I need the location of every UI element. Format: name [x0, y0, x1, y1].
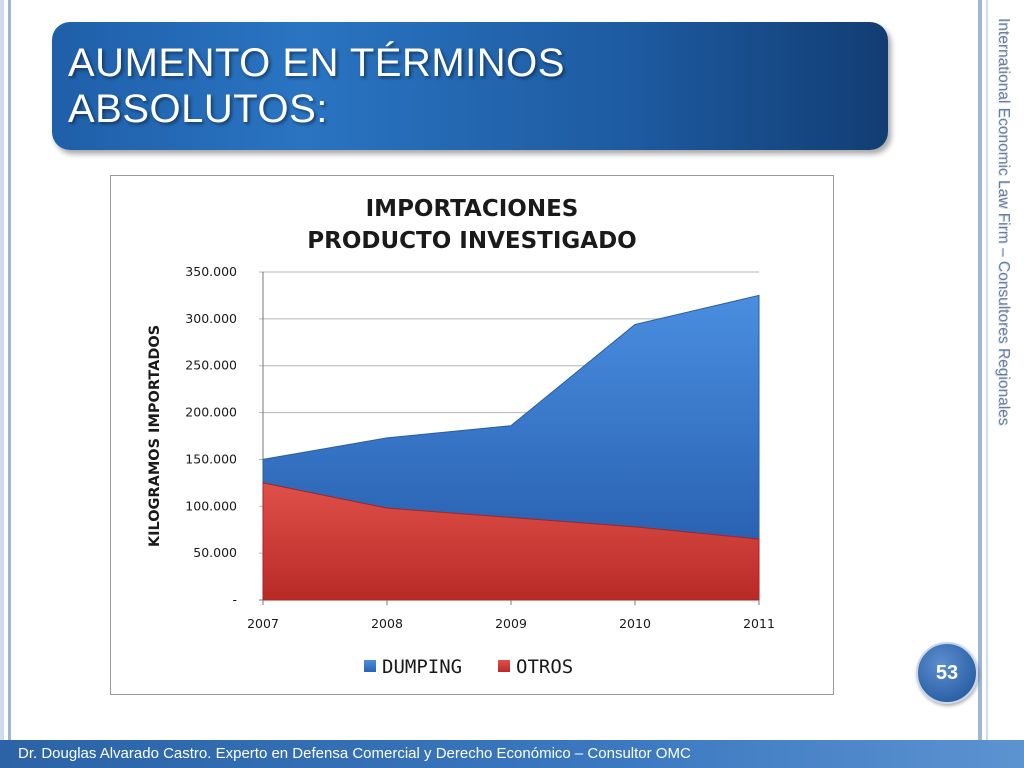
legend-swatch-otros — [498, 660, 510, 672]
y-tick-label: 200.000 — [185, 405, 237, 420]
legend-label-dumping: DUMPING — [382, 656, 462, 678]
x-tick-label: 2010 — [619, 616, 651, 631]
x-tick-label: 2009 — [495, 616, 527, 631]
title-banner — [52, 22, 888, 150]
slide-title-line1: AUMENTO EN TÉRMINOS — [68, 41, 565, 85]
frame-line-right-outer — [986, 0, 988, 740]
area-otros — [262, 482, 760, 601]
y-tick-label: 150.000 — [185, 451, 237, 466]
footer-bar: Dr. Douglas Alvarado Castro. Experto en … — [0, 740, 1024, 768]
frame-line-left — [8, 0, 11, 740]
x-tick-label: 2011 — [743, 616, 775, 631]
chart-container: IMPORTACIONES PRODUCTO INVESTIGADO - 50.000… — [110, 175, 834, 695]
legend-swatch-dumping — [364, 660, 376, 672]
y-tick-label: 300.000 — [185, 311, 237, 326]
y-axis-label: KILOGRAMOS IMPORTADOS — [147, 325, 163, 547]
slide-title-line2: ABSOLUTOS: — [68, 87, 328, 131]
frame-line-left-outer — [0, 0, 4, 740]
x-tick-label: 2007 — [247, 616, 279, 631]
y-tick-label: - — [232, 592, 237, 607]
area-chart: IMPORTACIONES PRODUCTO INVESTIGADO - 50.000… — [147, 196, 775, 678]
y-tick-label: 250.000 — [185, 358, 237, 373]
slide-title: AUMENTO EN TÉRMINOS ABSOLUTOS: — [68, 40, 768, 132]
y-tick-label: 100.000 — [185, 498, 237, 513]
y-tick-label: 50.000 — [193, 545, 237, 560]
chart-title-line-2: PRODUCTO INVESTIGADO — [307, 228, 636, 254]
footer-text: Dr. Douglas Alvarado Castro. Experto en … — [18, 745, 691, 762]
page-number-badge: 53 — [916, 642, 978, 704]
legend-label-otros: OTROS — [516, 656, 573, 678]
frame-line-right — [978, 0, 982, 740]
y-tick-label: 350.000 — [185, 264, 237, 279]
side-firm-text: International Economic Law Firm – Consul… — [995, 18, 1012, 426]
x-tick-label: 2008 — [371, 616, 403, 631]
chart-title-line-1: IMPORTACIONES — [366, 196, 579, 222]
